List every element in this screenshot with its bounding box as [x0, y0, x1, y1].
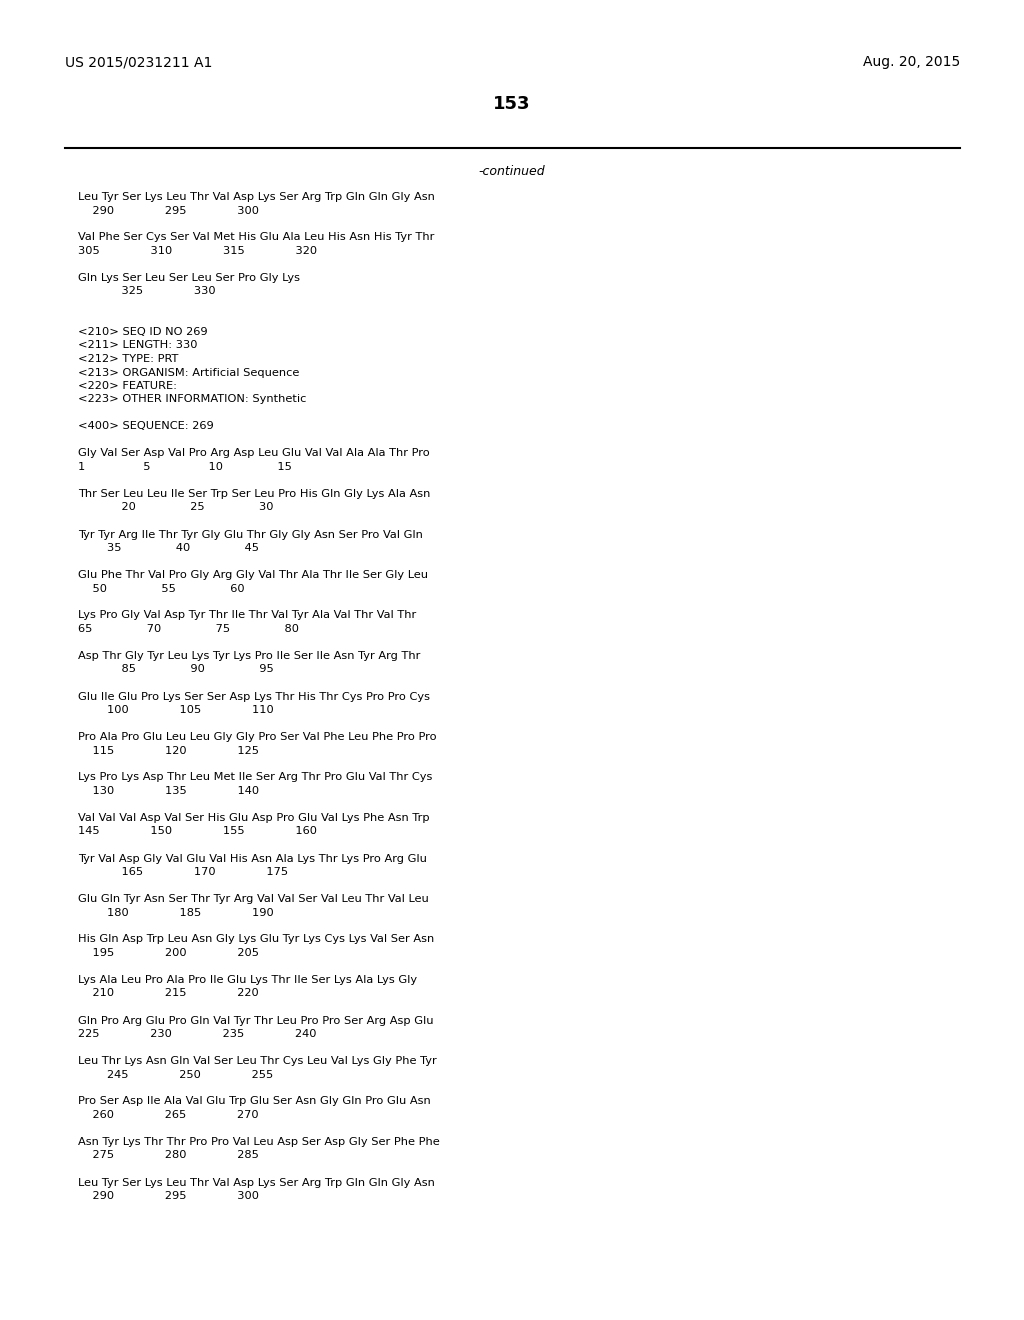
Text: 260              265              270: 260 265 270: [78, 1110, 259, 1119]
Text: 195              200              205: 195 200 205: [78, 948, 259, 958]
Text: Lys Pro Lys Asp Thr Leu Met Ile Ser Arg Thr Pro Glu Val Thr Cys: Lys Pro Lys Asp Thr Leu Met Ile Ser Arg …: [78, 772, 432, 783]
Text: Asn Tyr Lys Thr Thr Pro Pro Val Leu Asp Ser Asp Gly Ser Phe Phe: Asn Tyr Lys Thr Thr Pro Pro Val Leu Asp …: [78, 1137, 439, 1147]
Text: 290              295              300: 290 295 300: [78, 1191, 259, 1201]
Text: Glu Phe Thr Val Pro Gly Arg Gly Val Thr Ala Thr Ile Ser Gly Leu: Glu Phe Thr Val Pro Gly Arg Gly Val Thr …: [78, 570, 428, 579]
Text: Tyr Val Asp Gly Val Glu Val His Asn Ala Lys Thr Lys Pro Arg Glu: Tyr Val Asp Gly Val Glu Val His Asn Ala …: [78, 854, 427, 863]
Text: 210              215              220: 210 215 220: [78, 989, 259, 998]
Text: US 2015/0231211 A1: US 2015/0231211 A1: [65, 55, 212, 69]
Text: 100              105              110: 100 105 110: [78, 705, 273, 715]
Text: Lys Ala Leu Pro Ala Pro Ile Glu Lys Thr Ile Ser Lys Ala Lys Gly: Lys Ala Leu Pro Ala Pro Ile Glu Lys Thr …: [78, 975, 417, 985]
Text: 145              150              155              160: 145 150 155 160: [78, 826, 317, 837]
Text: <213> ORGANISM: Artificial Sequence: <213> ORGANISM: Artificial Sequence: [78, 367, 299, 378]
Text: -continued: -continued: [478, 165, 546, 178]
Text: His Gln Asp Trp Leu Asn Gly Lys Glu Tyr Lys Cys Lys Val Ser Asn: His Gln Asp Trp Leu Asn Gly Lys Glu Tyr …: [78, 935, 434, 945]
Text: Leu Tyr Ser Lys Leu Thr Val Asp Lys Ser Arg Trp Gln Gln Gly Asn: Leu Tyr Ser Lys Leu Thr Val Asp Lys Ser …: [78, 1177, 435, 1188]
Text: 35               40               45: 35 40 45: [78, 543, 259, 553]
Text: 275              280              285: 275 280 285: [78, 1151, 259, 1160]
Text: <211> LENGTH: 330: <211> LENGTH: 330: [78, 341, 198, 351]
Text: Gln Lys Ser Leu Ser Leu Ser Pro Gly Lys: Gln Lys Ser Leu Ser Leu Ser Pro Gly Lys: [78, 273, 300, 282]
Text: <223> OTHER INFORMATION: Synthetic: <223> OTHER INFORMATION: Synthetic: [78, 395, 306, 404]
Text: <220> FEATURE:: <220> FEATURE:: [78, 381, 177, 391]
Text: Val Val Val Asp Val Ser His Glu Asp Pro Glu Val Lys Phe Asn Trp: Val Val Val Asp Val Ser His Glu Asp Pro …: [78, 813, 430, 822]
Text: 245              250              255: 245 250 255: [78, 1069, 273, 1080]
Text: 165              170              175: 165 170 175: [78, 867, 288, 876]
Text: Lys Pro Gly Val Asp Tyr Thr Ile Thr Val Tyr Ala Val Thr Val Thr: Lys Pro Gly Val Asp Tyr Thr Ile Thr Val …: [78, 610, 416, 620]
Text: Leu Thr Lys Asn Gln Val Ser Leu Thr Cys Leu Val Lys Gly Phe Tyr: Leu Thr Lys Asn Gln Val Ser Leu Thr Cys …: [78, 1056, 437, 1067]
Text: Pro Ser Asp Ile Ala Val Glu Trp Glu Ser Asn Gly Gln Pro Glu Asn: Pro Ser Asp Ile Ala Val Glu Trp Glu Ser …: [78, 1097, 431, 1106]
Text: 225              230              235              240: 225 230 235 240: [78, 1030, 316, 1039]
Text: Tyr Tyr Arg Ile Thr Tyr Gly Glu Thr Gly Gly Asn Ser Pro Val Gln: Tyr Tyr Arg Ile Thr Tyr Gly Glu Thr Gly …: [78, 529, 423, 540]
Text: Thr Ser Leu Leu Ile Ser Trp Ser Leu Pro His Gln Gly Lys Ala Asn: Thr Ser Leu Leu Ile Ser Trp Ser Leu Pro …: [78, 488, 430, 499]
Text: Leu Tyr Ser Lys Leu Thr Val Asp Lys Ser Arg Trp Gln Gln Gly Asn: Leu Tyr Ser Lys Leu Thr Val Asp Lys Ser …: [78, 191, 435, 202]
Text: Gly Val Ser Asp Val Pro Arg Asp Leu Glu Val Val Ala Ala Thr Pro: Gly Val Ser Asp Val Pro Arg Asp Leu Glu …: [78, 449, 430, 458]
Text: <400> SEQUENCE: 269: <400> SEQUENCE: 269: [78, 421, 214, 432]
Text: 325              330: 325 330: [78, 286, 216, 297]
Text: Asp Thr Gly Tyr Leu Lys Tyr Lys Pro Ile Ser Ile Asn Tyr Arg Thr: Asp Thr Gly Tyr Leu Lys Tyr Lys Pro Ile …: [78, 651, 421, 661]
Text: 130              135              140: 130 135 140: [78, 785, 259, 796]
Text: Glu Ile Glu Pro Lys Ser Ser Asp Lys Thr His Thr Cys Pro Pro Cys: Glu Ile Glu Pro Lys Ser Ser Asp Lys Thr …: [78, 692, 430, 701]
Text: 305              310              315              320: 305 310 315 320: [78, 246, 317, 256]
Text: 50               55               60: 50 55 60: [78, 583, 245, 594]
Text: 85               90               95: 85 90 95: [78, 664, 273, 675]
Text: 153: 153: [494, 95, 530, 114]
Text: 290              295              300: 290 295 300: [78, 206, 259, 215]
Text: Aug. 20, 2015: Aug. 20, 2015: [863, 55, 961, 69]
Text: <212> TYPE: PRT: <212> TYPE: PRT: [78, 354, 178, 364]
Text: 65               70               75               80: 65 70 75 80: [78, 624, 299, 634]
Text: Val Phe Ser Cys Ser Val Met His Glu Ala Leu His Asn His Tyr Thr: Val Phe Ser Cys Ser Val Met His Glu Ala …: [78, 232, 434, 243]
Text: Glu Gln Tyr Asn Ser Thr Tyr Arg Val Val Ser Val Leu Thr Val Leu: Glu Gln Tyr Asn Ser Thr Tyr Arg Val Val …: [78, 894, 429, 904]
Text: 115              120              125: 115 120 125: [78, 746, 259, 755]
Text: Gln Pro Arg Glu Pro Gln Val Tyr Thr Leu Pro Pro Ser Arg Asp Glu: Gln Pro Arg Glu Pro Gln Val Tyr Thr Leu …: [78, 1015, 433, 1026]
Text: 1                5                10               15: 1 5 10 15: [78, 462, 292, 473]
Text: 20               25               30: 20 25 30: [78, 503, 273, 512]
Text: Pro Ala Pro Glu Leu Leu Gly Gly Pro Ser Val Phe Leu Phe Pro Pro: Pro Ala Pro Glu Leu Leu Gly Gly Pro Ser …: [78, 733, 436, 742]
Text: <210> SEQ ID NO 269: <210> SEQ ID NO 269: [78, 327, 208, 337]
Text: 180              185              190: 180 185 190: [78, 908, 273, 917]
